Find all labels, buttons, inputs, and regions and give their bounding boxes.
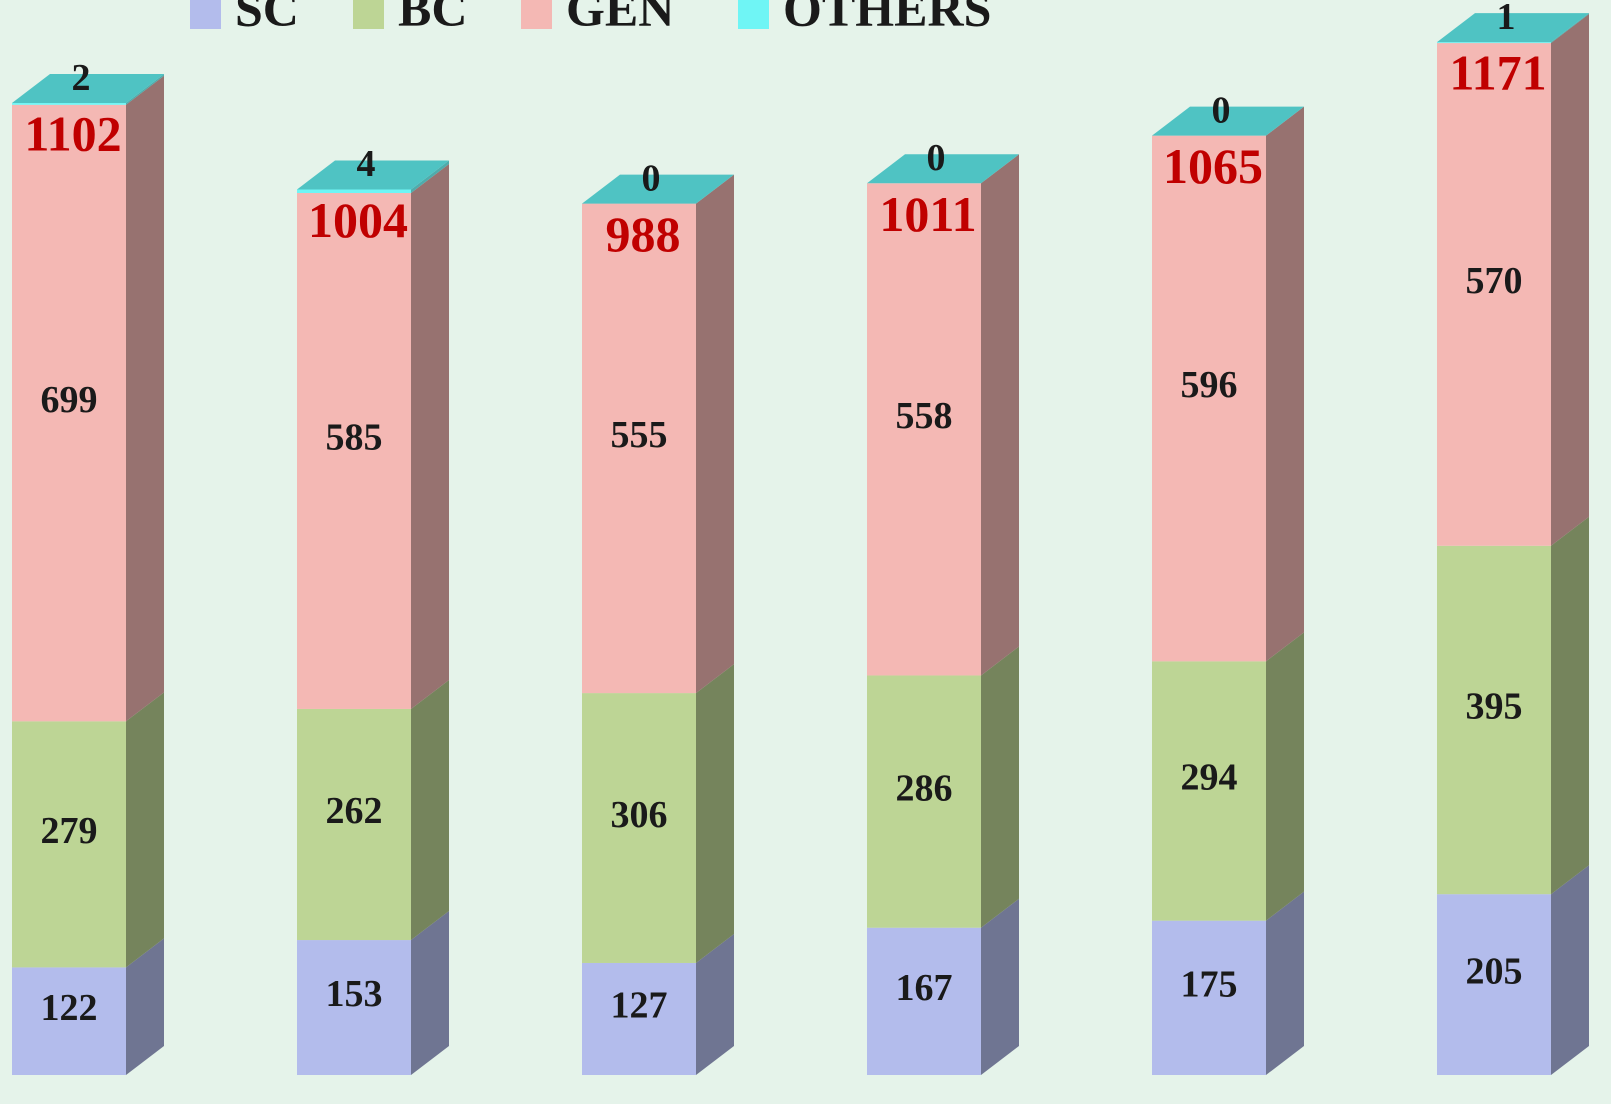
value-label: 4 bbox=[357, 143, 376, 185]
bar-side bbox=[126, 938, 164, 1075]
bar-segment bbox=[12, 104, 126, 722]
value-label: 294 bbox=[1181, 757, 1238, 799]
bar-side bbox=[1551, 13, 1589, 44]
legend-swatch bbox=[521, 0, 552, 29]
total-label: 1102 bbox=[24, 106, 121, 162]
bar-side bbox=[1551, 865, 1589, 1075]
bar-segment bbox=[1437, 545, 1551, 895]
total-label: 1171 bbox=[1449, 45, 1546, 101]
bar-segment bbox=[1152, 920, 1266, 1075]
bar-segment bbox=[297, 189, 411, 193]
bar-segment bbox=[582, 693, 696, 963]
bar-top bbox=[867, 154, 1019, 184]
bar-top bbox=[12, 74, 164, 104]
bar-segment bbox=[867, 183, 981, 676]
bar-top bbox=[1437, 13, 1589, 43]
bar-segment bbox=[867, 675, 981, 928]
bar-segment bbox=[297, 193, 411, 709]
bar-side bbox=[981, 898, 1019, 1075]
value-label: 555 bbox=[611, 414, 668, 456]
bar-top bbox=[582, 174, 734, 204]
value-label: 585 bbox=[326, 417, 383, 459]
bar-segment bbox=[12, 103, 126, 105]
bar-side bbox=[1266, 891, 1304, 1075]
value-label: 596 bbox=[1181, 364, 1238, 406]
bar-top bbox=[1152, 106, 1304, 136]
bar-segment bbox=[582, 203, 696, 694]
legend-swatch bbox=[353, 0, 384, 29]
total-label: 988 bbox=[606, 206, 681, 262]
value-label: 2 bbox=[72, 57, 91, 99]
value-label: 395 bbox=[1466, 686, 1523, 728]
bar-segment bbox=[12, 967, 126, 1075]
bar-segment bbox=[297, 708, 411, 941]
bar-side bbox=[1551, 516, 1589, 895]
legend-label: BC bbox=[398, 0, 467, 36]
value-label: 0 bbox=[927, 137, 946, 179]
bar-segment bbox=[1437, 43, 1551, 546]
bar-side bbox=[981, 154, 1019, 676]
legend-swatch bbox=[738, 0, 769, 29]
bar-segment bbox=[12, 721, 126, 968]
bar-top bbox=[297, 160, 449, 190]
value-label: 699 bbox=[41, 379, 98, 421]
value-label: 286 bbox=[896, 767, 953, 809]
legend-label: SC bbox=[235, 0, 299, 36]
value-label: 167 bbox=[896, 967, 953, 1009]
value-label: 127 bbox=[611, 985, 668, 1027]
bar-segment bbox=[1152, 135, 1266, 662]
bar-side bbox=[1266, 106, 1304, 662]
bar-side bbox=[696, 174, 734, 694]
total-label: 1065 bbox=[1163, 138, 1263, 194]
bar-side bbox=[1551, 14, 1589, 546]
bar-segment bbox=[1437, 42, 1551, 44]
bar-side bbox=[696, 664, 734, 963]
bar-side bbox=[126, 75, 164, 722]
value-label: 205 bbox=[1466, 950, 1523, 992]
total-label: 1004 bbox=[308, 192, 408, 248]
value-label: 153 bbox=[326, 973, 383, 1015]
value-label: 306 bbox=[611, 794, 668, 836]
legend-label: GEN bbox=[566, 0, 674, 36]
bar-segment bbox=[867, 927, 981, 1075]
value-label: 122 bbox=[41, 987, 98, 1029]
bar-segment bbox=[1437, 894, 1551, 1075]
bar-side bbox=[696, 933, 734, 1075]
bar-side bbox=[411, 911, 449, 1075]
bar-side bbox=[1266, 632, 1304, 921]
value-label: 279 bbox=[41, 810, 98, 852]
value-label: 262 bbox=[326, 790, 383, 832]
value-label: 0 bbox=[642, 157, 661, 199]
bar-side bbox=[126, 74, 164, 105]
bar-segment bbox=[1152, 661, 1266, 921]
bar-side bbox=[411, 679, 449, 941]
bar-side bbox=[411, 160, 449, 193]
value-label: 558 bbox=[896, 395, 953, 437]
bar-segment bbox=[297, 940, 411, 1075]
total-label: 1011 bbox=[879, 186, 976, 242]
value-label: 175 bbox=[1181, 964, 1238, 1006]
bar-side bbox=[411, 164, 449, 709]
legend-label: OTHERS bbox=[783, 0, 991, 36]
bar-side bbox=[126, 692, 164, 968]
value-label: 1 bbox=[1497, 0, 1516, 38]
bar-segment bbox=[582, 962, 696, 1075]
legend-swatch bbox=[190, 0, 221, 29]
value-label: 570 bbox=[1466, 260, 1523, 302]
value-label: 0 bbox=[1212, 89, 1231, 131]
bar-side bbox=[981, 646, 1019, 928]
